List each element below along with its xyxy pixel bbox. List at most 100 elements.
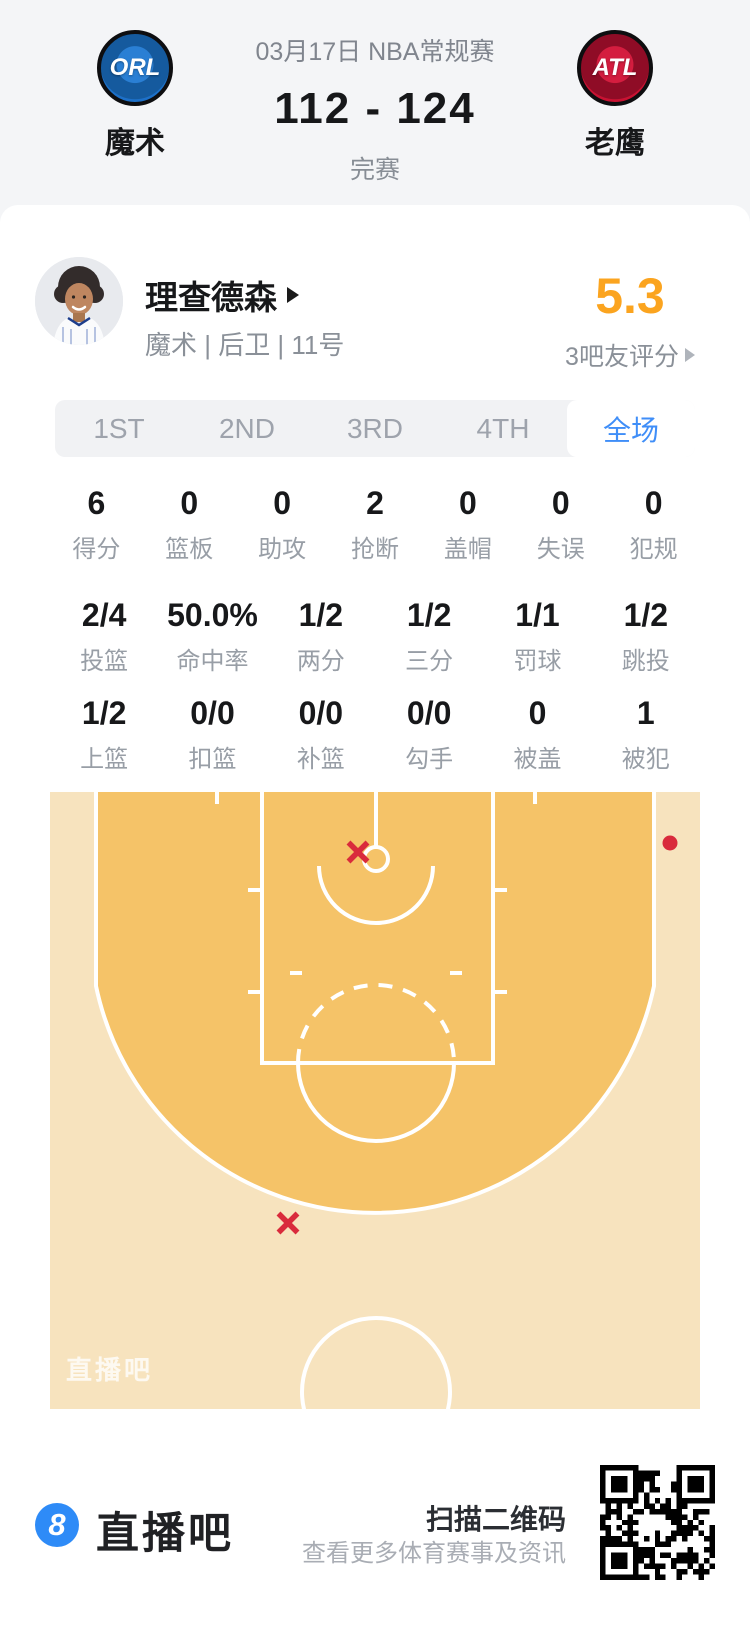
player-avatar-image bbox=[35, 257, 123, 345]
rating-label-row: 3吧友评分 bbox=[540, 337, 720, 373]
shot-markers bbox=[276, 835, 678, 1235]
player-rating[interactable]: 5.3 3吧友评分 bbox=[540, 267, 720, 373]
stat-fouled: 1 被犯 bbox=[592, 696, 700, 774]
stat-value: 1/2 bbox=[623, 597, 669, 633]
stat-value: 0/0 bbox=[298, 695, 344, 731]
quarter-tabs: 1ST 2ND 3RD 4TH 全场 bbox=[55, 400, 695, 457]
stat-assists: 0 助攻 bbox=[236, 486, 329, 564]
rating-label: 3吧友评分 bbox=[565, 343, 679, 371]
stat-fg: 2/4 投篮 bbox=[50, 598, 158, 676]
stat-value: 1/2 bbox=[298, 597, 344, 633]
stat-value: 2 bbox=[366, 485, 384, 521]
qr-title: 扫描二维码 bbox=[425, 1504, 566, 1535]
away-team-abbr: ATL bbox=[592, 54, 638, 81]
home-team-name: 魔术 bbox=[105, 127, 165, 160]
match-info: 03月17日 NBA常规赛 112 - 124 完赛 bbox=[200, 0, 550, 186]
stat-label: 命中率 bbox=[176, 648, 249, 675]
stat-row-basic: 6 得分 0 篮板 0 助攻 2 抢断 0 盖帽 0 失误 0 犯规 bbox=[50, 486, 700, 564]
stat-value: 0 bbox=[644, 485, 663, 521]
player-dropdown-arrow-icon bbox=[287, 287, 299, 303]
stat-3pt: 1/2 三分 bbox=[375, 598, 483, 676]
stat-label: 勾手 bbox=[405, 746, 454, 773]
player-meta: 魔术 | 后卫 | 11号 bbox=[145, 330, 345, 360]
tab-1st[interactable]: 1ST bbox=[93, 412, 145, 444]
stat-label: 上篮 bbox=[80, 746, 129, 773]
stat-value: 0/0 bbox=[190, 695, 235, 731]
stat-label: 罚球 bbox=[513, 648, 562, 675]
shot-made-marker bbox=[662, 835, 678, 851]
shot-miss-marker bbox=[346, 840, 370, 864]
stat-hook: 0/0 勾手 bbox=[375, 696, 483, 774]
stat-value: 50.0% bbox=[167, 597, 258, 633]
player-card: 理查德森 魔术 | 后卫 | 11号 5.3 3吧友评分 1ST 2ND 3RD… bbox=[0, 205, 750, 1629]
stat-row-shooting: 2/4 投篮 50.0% 命中率 1/2 两分 1/2 三分 1/1 罚球 1/2 跳投 bbox=[50, 598, 700, 676]
stat-ft: 1/1 罚球 bbox=[483, 598, 591, 676]
stat-label: 投篮 bbox=[80, 648, 129, 675]
stat-dunk: 0/0 扣篮 bbox=[158, 696, 266, 774]
stat-value: 6 bbox=[87, 485, 106, 521]
stat-row-shot-types: 1/2 上篮 0/0 扣篮 0/0 补篮 0/0 勾手 0 被盖 1 被犯 bbox=[50, 696, 700, 774]
away-team: ATL 老鹰 bbox=[540, 30, 690, 162]
stat-label: 跳投 bbox=[621, 648, 670, 675]
stat-value: 0 bbox=[458, 485, 477, 521]
player-name-row[interactable]: 理查德森 bbox=[145, 271, 299, 319]
stat-2pt: 1/2 两分 bbox=[267, 598, 375, 676]
qr-code bbox=[600, 1465, 715, 1580]
stat-jumpshot: 1/2 跳投 bbox=[592, 598, 700, 676]
brand-name: 直播吧 bbox=[96, 1510, 234, 1558]
stat-fg-pct: 50.0% 命中率 bbox=[158, 598, 266, 676]
home-team: ORL 魔术 bbox=[60, 30, 210, 162]
tab-full-game[interactable]: 全场 bbox=[567, 400, 695, 457]
stat-label: 三分 bbox=[405, 648, 454, 675]
stat-value: 1/2 bbox=[406, 597, 452, 633]
home-team-abbr: ORL bbox=[109, 54, 161, 81]
stat-label: 抢断 bbox=[351, 536, 399, 563]
brand-logo-icon: 8 bbox=[35, 1503, 79, 1547]
shot-chart-court: 直播吧 bbox=[50, 792, 700, 1409]
stat-blocked: 0 被盖 bbox=[483, 696, 591, 774]
stat-value: 1 bbox=[636, 695, 655, 731]
tab-2nd[interactable]: 2ND bbox=[218, 412, 275, 444]
rating-arrow-icon bbox=[684, 348, 695, 362]
stat-value: 1/2 bbox=[81, 695, 127, 731]
stat-value: 0/0 bbox=[406, 695, 452, 731]
rating-value: 5.3 bbox=[595, 268, 665, 324]
court-drawing bbox=[50, 792, 700, 1409]
stat-value: 1/1 bbox=[515, 597, 560, 633]
stat-value: 0 bbox=[273, 485, 292, 521]
stat-label: 被盖 bbox=[513, 746, 562, 773]
stat-label: 补篮 bbox=[296, 746, 345, 773]
tab-3rd[interactable]: 3RD bbox=[346, 412, 403, 444]
stat-label: 助攻 bbox=[258, 536, 307, 563]
player-name: 理查德森 bbox=[145, 279, 277, 316]
home-team-logo: ORL bbox=[97, 30, 173, 106]
stat-label: 犯规 bbox=[629, 536, 678, 563]
stat-label: 盖帽 bbox=[443, 536, 492, 563]
stat-value: 0 bbox=[180, 485, 199, 521]
tab-4th[interactable]: 4TH bbox=[476, 412, 530, 444]
stat-label: 篮板 bbox=[165, 536, 214, 563]
stat-value: 2/4 bbox=[81, 597, 127, 633]
away-team-logo: ATL bbox=[577, 30, 653, 106]
stat-label: 被犯 bbox=[621, 746, 670, 773]
stat-steals: 2 抢断 bbox=[329, 486, 422, 564]
match-date: 03月17日 NBA常规赛 bbox=[255, 38, 495, 66]
shot-miss-marker bbox=[276, 1211, 300, 1235]
stat-points: 6 得分 bbox=[50, 486, 143, 564]
stat-label: 得分 bbox=[72, 536, 121, 563]
stat-fouls: 0 犯规 bbox=[607, 486, 700, 564]
stat-label: 失误 bbox=[536, 536, 585, 563]
stat-value: 0 bbox=[551, 485, 570, 521]
stat-blocks: 0 盖帽 bbox=[421, 486, 514, 564]
court-watermark: 直播吧 bbox=[66, 1355, 154, 1385]
brand-logo-8: 8 bbox=[48, 1507, 66, 1542]
stat-putback: 0/0 补篮 bbox=[267, 696, 375, 774]
stat-layup: 1/2 上篮 bbox=[50, 696, 158, 774]
away-team-name: 老鹰 bbox=[585, 127, 645, 160]
player-avatar[interactable] bbox=[35, 257, 123, 345]
match-header: ORL 魔术 03月17日 NBA常规赛 112 - 124 完赛 ATL 老鹰 bbox=[0, 0, 750, 230]
stat-turnovers: 0 失误 bbox=[514, 486, 607, 564]
stat-rebounds: 0 篮板 bbox=[143, 486, 236, 564]
stat-label: 扣篮 bbox=[188, 746, 237, 773]
